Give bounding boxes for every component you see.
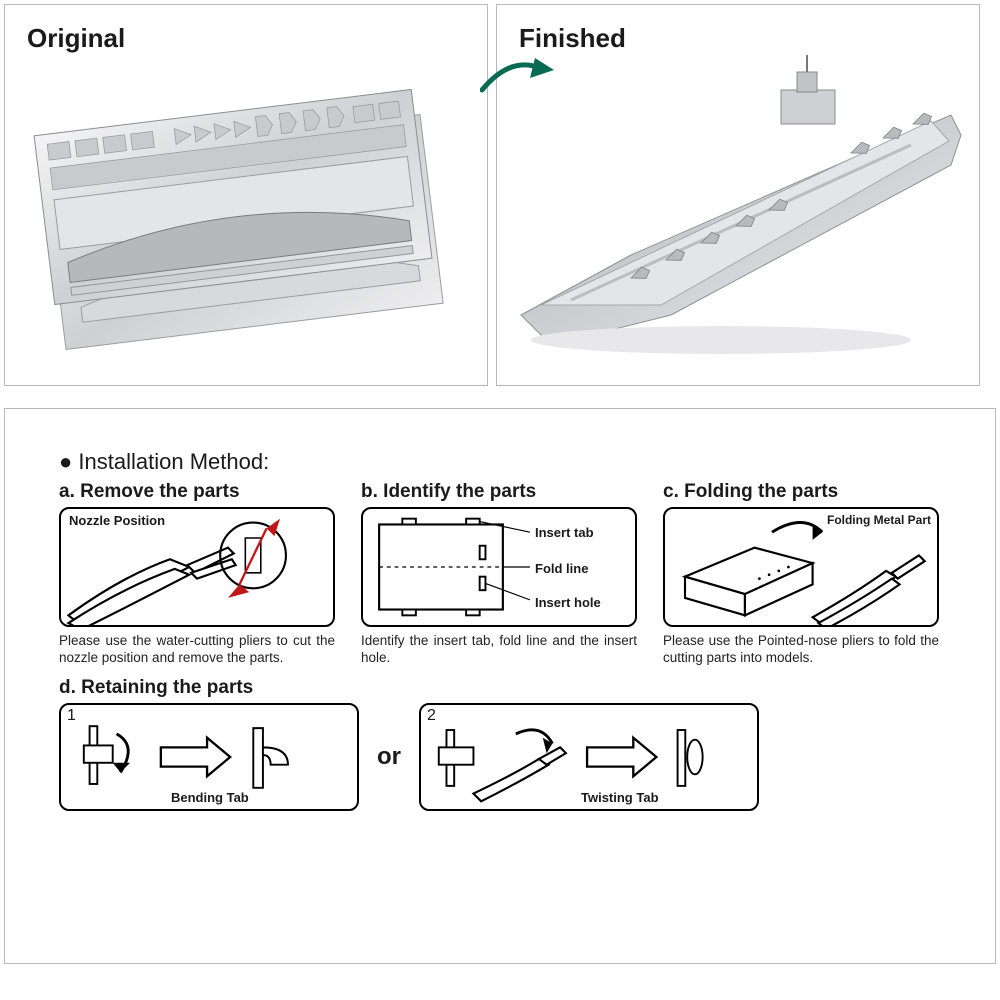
insert-tab-label: Insert tab	[535, 525, 594, 540]
install-header: ● Installation Method:	[59, 449, 941, 475]
step-b-title: b. Identify the parts	[361, 481, 637, 503]
original-title: Original	[27, 23, 465, 54]
step-c-figure: Folding Metal Part	[663, 507, 939, 627]
step-c: c. Folding the parts Fol	[663, 481, 939, 667]
bending-tab-label: Bending Tab	[171, 790, 249, 805]
fig-num-1: 1	[67, 707, 76, 725]
step-b: b. Identify the parts	[361, 481, 637, 667]
step-b-figure: Insert tab Fold line Insert hole	[361, 507, 637, 627]
finished-title: Finished	[519, 23, 957, 54]
step-c-title: c. Folding the parts	[663, 481, 939, 503]
retain-fig-2: 2 Twisting Tab	[419, 703, 759, 811]
finished-panel: Finished	[496, 4, 980, 386]
metal-sheet-illustration	[33, 77, 453, 357]
insert-hole-label: Insert hole	[535, 595, 601, 610]
original-panel: Original	[4, 4, 488, 386]
transition-arrow-icon	[480, 50, 560, 110]
or-label: or	[377, 743, 401, 771]
step-a-figure: Nozzle Position	[59, 507, 335, 627]
fig-num-2: 2	[427, 707, 436, 725]
instructions-panel: ● Installation Method: a. Remove the par…	[4, 408, 996, 964]
finished-model-illustration	[511, 55, 971, 365]
step-c-caption: Please use the Pointed-nose pliers to fo…	[663, 633, 939, 667]
step-a-caption: Please use the water-cutting pliers to c…	[59, 633, 335, 667]
step-a-title: a. Remove the parts	[59, 481, 335, 503]
retain-fig-1: 1 Bending Tab	[59, 703, 359, 811]
fold-line-label: Fold line	[535, 561, 588, 576]
step-d-title: d. Retaining the parts	[59, 677, 941, 699]
step-b-caption: Identify the insert tab, fold line and t…	[361, 633, 637, 667]
step-a: a. Remove the parts Nozzle Position	[59, 481, 335, 667]
nozzle-label: Nozzle Position	[69, 513, 165, 528]
step-d-row: 1 Bending Tab or 2	[59, 703, 941, 811]
folding-part-label: Folding Metal Part	[827, 513, 931, 527]
twisting-tab-label: Twisting Tab	[581, 790, 659, 805]
